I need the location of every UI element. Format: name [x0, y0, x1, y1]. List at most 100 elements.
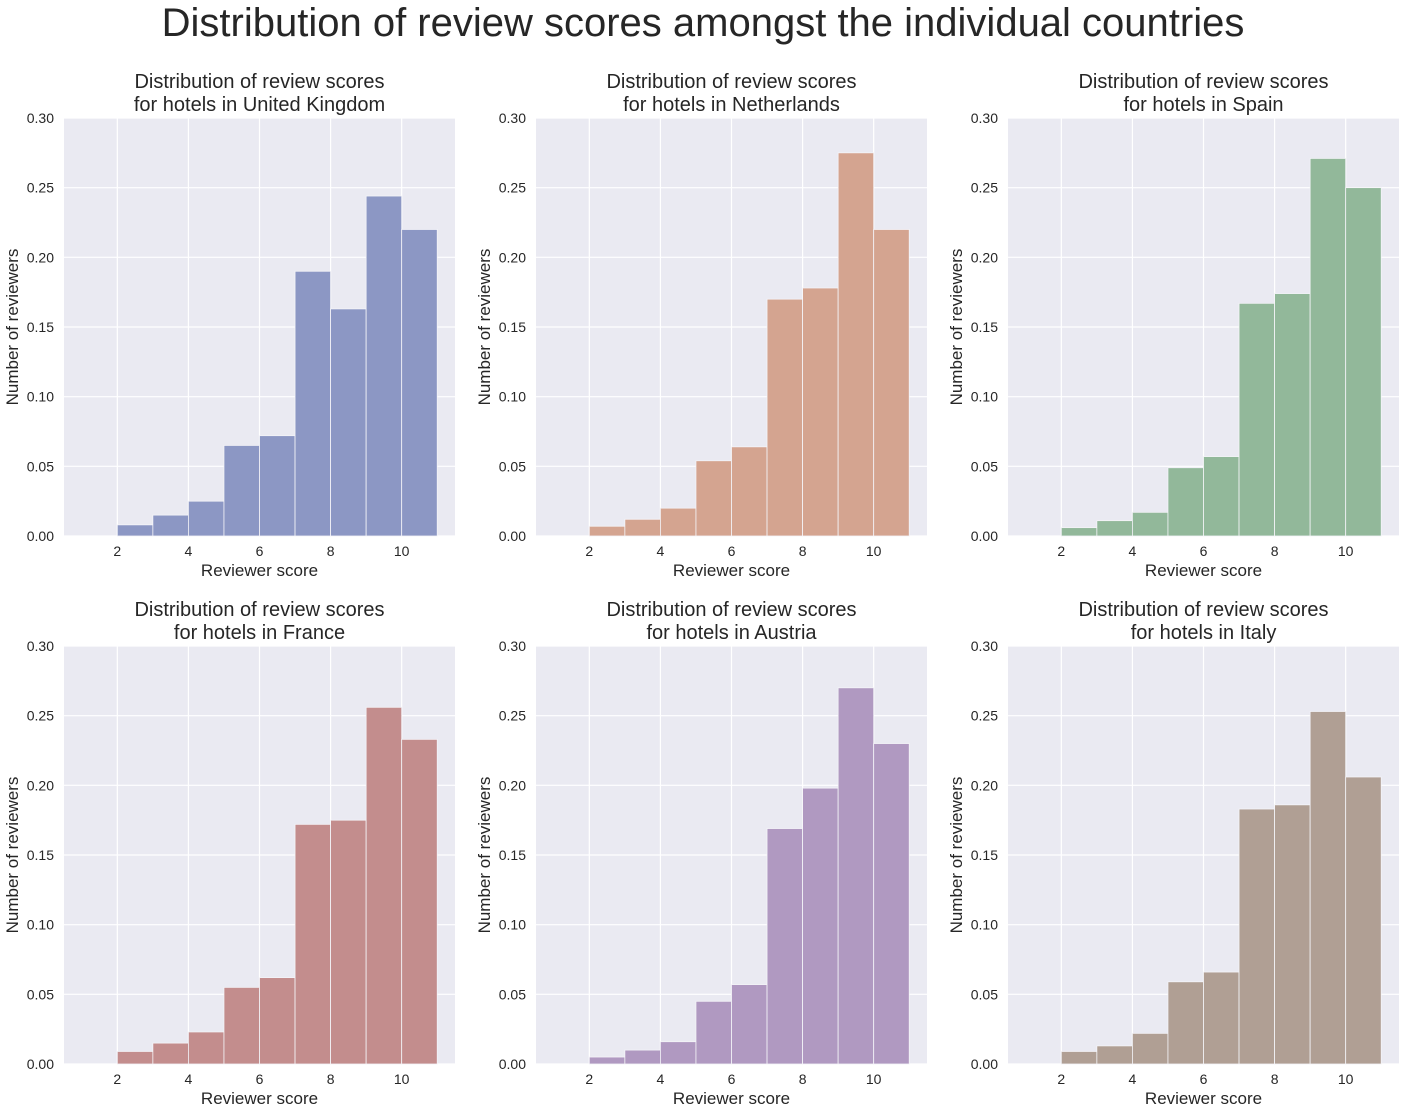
histogram-bar: [1203, 971, 1240, 1065]
histogram-bar: [1274, 804, 1311, 1065]
histogram-bar: [1167, 981, 1204, 1065]
histogram-bar: [873, 229, 910, 537]
y-axis-label: Number of reviewers: [3, 249, 22, 406]
y-tick-label: 0.25: [971, 708, 998, 724]
subplot-4: 0.00 0.05 0.10 0.15 0.20 0.25 0.30 2 4 6 8 10 Review…: [475, 599, 927, 1108]
y-tick-label: 0.30: [971, 110, 998, 126]
x-tick-label: 8: [799, 1071, 807, 1087]
histogram-bar: [188, 1031, 225, 1065]
y-tick-label: 0.20: [27, 249, 54, 265]
x-tick-label: 10: [866, 543, 882, 559]
x-axis-label: Reviewer score: [201, 561, 318, 580]
histogram-bar: [802, 787, 839, 1065]
histogram-bar: [1096, 520, 1133, 537]
y-tick-label: 0.30: [27, 110, 54, 126]
y-axis-label: Number of reviewers: [3, 777, 22, 934]
histogram-bar: [1060, 1051, 1098, 1065]
histogram-bar: [1096, 1045, 1133, 1065]
histogram-bar: [1309, 711, 1347, 1065]
y-tick-label: 0.15: [27, 847, 54, 863]
x-tick-label: 2: [1057, 1071, 1065, 1087]
x-tick-label: 4: [185, 1071, 193, 1087]
y-tick-label: 0.30: [499, 638, 526, 654]
y-tick-label: 0.15: [499, 319, 526, 335]
y-tick-label: 0.20: [971, 249, 998, 265]
histogram-bar: [624, 1049, 661, 1065]
x-tick-label: 8: [327, 543, 335, 559]
x-tick-label: 8: [799, 543, 807, 559]
y-tick-label: 0.05: [971, 986, 998, 1002]
y-tick-label: 0.05: [499, 986, 526, 1002]
subplot-3: 0.00 0.05 0.10 0.15 0.20 0.25 0.30 2 4 6 8 10 Review…: [3, 599, 455, 1108]
subplot-title: Distribution of review scores for hotels …: [1078, 599, 1328, 644]
histogram-bar: [731, 446, 768, 537]
subplot-5: 0.00 0.05 0.10 0.15 0.20 0.25 0.30 2 4 6 8 10 Review…: [947, 599, 1399, 1108]
y-tick-label: 0.15: [971, 847, 998, 863]
histogram-bar: [1060, 527, 1098, 537]
histogram-bar: [802, 287, 839, 537]
y-axis-label: Number of reviewers: [475, 249, 494, 406]
histogram-bar: [116, 1051, 154, 1065]
histogram-bar: [152, 514, 189, 537]
histogram-bar: [330, 819, 367, 1065]
y-tick-label: 0.20: [499, 249, 526, 265]
histogram-bar: [1203, 456, 1240, 537]
x-tick-label: 10: [394, 1071, 410, 1087]
histogram-bar: [1345, 776, 1382, 1065]
histogram-bar: [1167, 467, 1204, 537]
y-tick-label: 0.10: [499, 917, 526, 933]
histogram-bar: [259, 435, 296, 537]
x-tick-label: 10: [1338, 1071, 1354, 1087]
histogram-bar: [401, 738, 438, 1065]
x-tick-label: 6: [728, 543, 736, 559]
y-tick-label: 0.00: [27, 1056, 54, 1072]
histogram-bar: [588, 525, 626, 537]
x-axis-label: Reviewer score: [1145, 1089, 1262, 1108]
x-tick-label: 10: [1338, 543, 1354, 559]
x-tick-label: 2: [585, 1071, 593, 1087]
x-tick-label: 2: [113, 1071, 121, 1087]
y-tick-label: 0.05: [499, 458, 526, 474]
histogram-bar: [624, 518, 661, 537]
histogram-bar: [660, 1041, 697, 1065]
y-tick-label: 0.05: [27, 986, 54, 1002]
histogram-bar: [1238, 808, 1275, 1065]
x-tick-label: 4: [1129, 1071, 1137, 1087]
x-tick-label: 2: [1057, 543, 1065, 559]
x-tick-label: 8: [327, 1071, 335, 1087]
histogram-bar: [837, 152, 875, 537]
figure-title: Distribution of review scores amongst th…: [161, 1, 1245, 45]
y-tick-label: 0.15: [499, 847, 526, 863]
y-axis-label: Number of reviewers: [947, 249, 966, 406]
subplot-title: Distribution of review scores for hotels …: [1078, 71, 1328, 116]
y-tick-label: 0.05: [971, 458, 998, 474]
x-tick-label: 4: [657, 1071, 665, 1087]
histogram-bar: [766, 828, 803, 1065]
y-tick-label: 0.20: [499, 777, 526, 793]
subplot-title: Distribution of review scores for hotels …: [606, 71, 856, 116]
histogram-bar: [330, 308, 367, 537]
y-tick-label: 0.25: [499, 180, 526, 196]
histogram-bar: [223, 986, 260, 1065]
histogram-bar: [116, 524, 154, 537]
x-tick-label: 6: [256, 1071, 264, 1087]
subplot-0: 0.00 0.05 0.10 0.15 0.20 0.25 0.30 2 4 6 8 10 Review…: [3, 71, 455, 580]
histogram-bar: [1238, 302, 1275, 537]
histogram-bar: [1132, 511, 1169, 537]
x-tick-label: 4: [1129, 543, 1137, 559]
histogram-bar: [365, 706, 403, 1065]
y-tick-label: 0.10: [971, 917, 998, 933]
histogram-bar: [1274, 293, 1311, 537]
subplot-title: Distribution of review scores for hotels …: [134, 71, 385, 116]
histogram-bar: [1345, 187, 1382, 537]
y-tick-label: 0.00: [27, 528, 54, 544]
y-tick-label: 0.10: [499, 389, 526, 405]
histogram-bar: [1132, 1032, 1169, 1065]
x-tick-label: 6: [1200, 1071, 1208, 1087]
histogram-bar: [401, 229, 438, 537]
y-tick-label: 0.15: [27, 319, 54, 335]
x-tick-label: 6: [1200, 543, 1208, 559]
histogram-bar: [1309, 158, 1347, 537]
x-tick-label: 8: [1271, 543, 1279, 559]
